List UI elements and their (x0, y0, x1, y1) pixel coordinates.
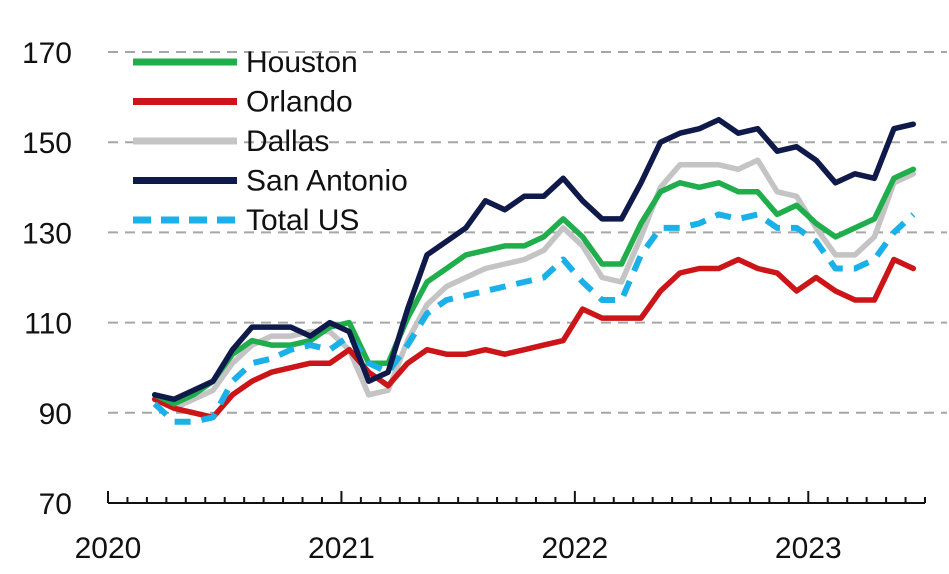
series-lines (151, 116, 917, 425)
x-axis: 2020 2021 2022 2023 (75, 491, 926, 565)
x-tick-label: 2021 (308, 532, 375, 565)
series-line-dallas (151, 157, 917, 412)
series-line-orlando (151, 256, 917, 421)
x-tick-label: 2022 (541, 532, 608, 565)
y-tick-label: 90 (39, 398, 72, 431)
y-tick-label: 150 (22, 127, 72, 160)
y-axis: 70 90 110 130 150 170 (22, 37, 72, 521)
y-tick-label: 70 (39, 488, 72, 521)
legend-label: San Antonio (246, 165, 408, 198)
series-line-san-antonio (151, 116, 917, 403)
legend-label: Houston (246, 46, 358, 79)
gridlines (108, 51, 947, 414)
series-line-total-us (152, 211, 916, 425)
x-tick-label: 2020 (75, 532, 142, 565)
y-tick-label: 130 (22, 217, 72, 250)
series-line-houston (151, 166, 917, 407)
legend-label: Orlando (246, 86, 353, 119)
y-tick-label: 110 (24, 308, 72, 341)
legend-label: Total US (246, 204, 359, 237)
y-tick-label: 170 (22, 37, 72, 70)
legend-label: Dallas (246, 125, 329, 158)
x-tick-label: 2023 (775, 532, 842, 565)
legend: Houston Orlando Dallas San Antonio Total US (133, 46, 408, 237)
